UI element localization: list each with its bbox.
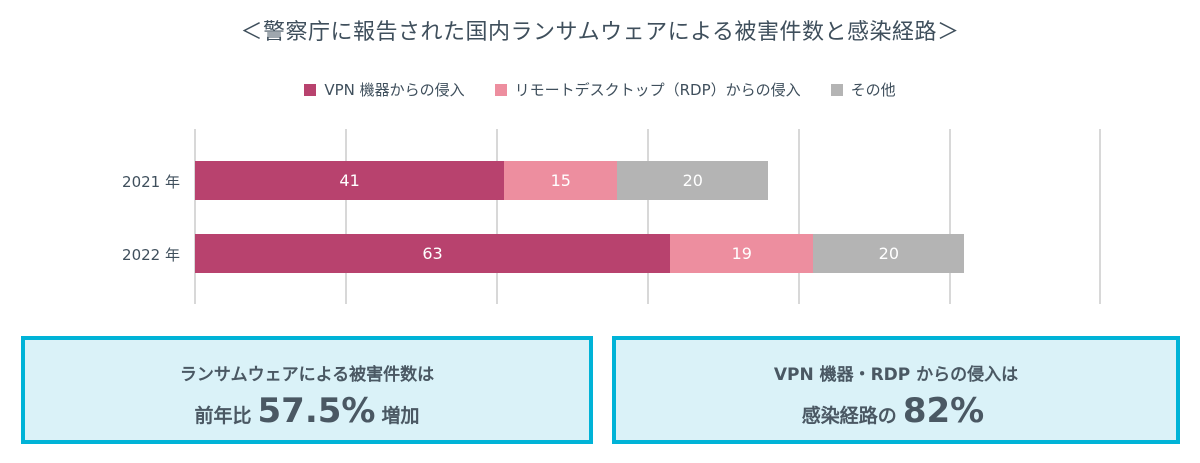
plot-area: 41 15 20 63 19 20: [194, 129, 1101, 304]
category-label-2022: 2022 年: [122, 246, 180, 264]
gridline: [1099, 129, 1101, 304]
gridline: [496, 129, 498, 304]
bar-2022: 63 19 20: [195, 234, 965, 273]
callout-stat-line: 前年比 57.5% 増加: [25, 391, 589, 431]
callout-suffix: 増加: [381, 405, 420, 427]
legend-swatch-rdp: [494, 83, 507, 96]
gridline: [194, 129, 196, 304]
callout-heading: ランサムウェアによる被害件数は: [179, 365, 435, 385]
callout-infection-route: VPN 機器・RDP からの侵入は 感染経路の 82%: [612, 336, 1180, 444]
legend-item-other: その他: [830, 79, 896, 100]
chart-legend: VPN 機器からの侵入 リモートデスクトップ（RDP）からの侵入 その他: [0, 79, 1200, 100]
bar-segment-vpn: 63: [195, 234, 671, 273]
callout-heading: VPN 機器・RDP からの侵入は: [773, 365, 1019, 385]
legend-swatch-vpn: [304, 83, 317, 96]
bar-segment-vpn: 41: [195, 161, 505, 200]
legend-swatch-other: [830, 83, 843, 96]
callout-stat-line: 感染経路の 82%: [616, 391, 1176, 431]
gridline: [345, 129, 347, 304]
callout-prefix: 前年比: [194, 405, 252, 427]
gridline: [647, 129, 649, 304]
chart-title: ＜警察庁に報告された国内ランサムウェアによる被害件数と感染経路＞: [240, 20, 960, 45]
category-label-2021: 2021 年: [122, 173, 180, 191]
callout-prefix: 感染経路の: [801, 405, 897, 427]
legend-label-vpn: VPN 機器からの侵入: [324, 81, 465, 99]
legend-item-vpn: VPN 機器からの侵入: [304, 79, 465, 100]
legend-item-rdp: リモートデスクトップ（RDP）からの侵入: [494, 79, 801, 100]
bar-segment-other: 20: [617, 161, 769, 200]
callout-damage-increase: ランサムウェアによる被害件数は 前年比 57.5% 増加: [21, 336, 593, 444]
legend-label-rdp: リモートデスクトップ（RDP）からの侵入: [514, 81, 801, 99]
gridline: [798, 129, 800, 304]
legend-label-other: その他: [850, 81, 896, 99]
bar-2021: 41 15 20: [195, 161, 769, 200]
gridline: [949, 129, 951, 304]
bar-segment-rdp: 15: [504, 161, 618, 200]
bar-segment-other: 20: [813, 234, 965, 273]
callout-value: 57.5%: [257, 391, 376, 431]
callout-value: 82%: [902, 391, 985, 431]
bar-segment-rdp: 19: [670, 234, 814, 273]
